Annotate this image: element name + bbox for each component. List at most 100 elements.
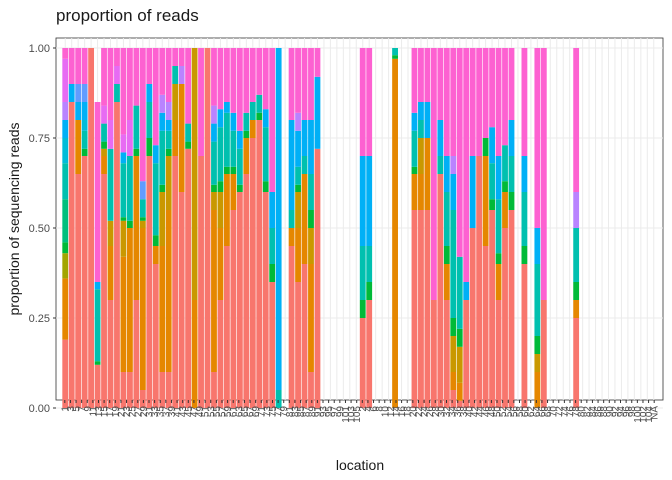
x-tick-label: 36 xyxy=(453,406,464,418)
bar-segment xyxy=(81,156,88,408)
bar-segment xyxy=(443,264,450,300)
bar-segment xyxy=(573,228,580,282)
x-axis-ticks: 1357911131517192123252729313335373941434… xyxy=(60,400,661,423)
bar-segment xyxy=(443,156,450,192)
bar-segment xyxy=(172,120,179,156)
x-tick-label: 69 xyxy=(251,406,262,418)
bar-segment xyxy=(424,48,431,102)
bar-segment xyxy=(450,210,457,318)
bar-43 xyxy=(243,48,250,408)
bar-segment xyxy=(191,300,198,408)
bar-segment xyxy=(62,120,69,138)
x-tick-label: 99 xyxy=(335,406,346,418)
x-tick-label: 18 xyxy=(403,406,414,418)
bar-segment xyxy=(456,346,463,383)
bar-segment xyxy=(75,48,82,84)
bar-segment xyxy=(75,120,82,174)
x-tick-label: 66 xyxy=(537,406,548,418)
x-tick-label: 83 xyxy=(290,406,301,418)
bar-segment xyxy=(308,228,314,264)
bar-segment xyxy=(120,163,127,218)
bar-76 xyxy=(456,48,463,408)
x-axis-title: location xyxy=(336,457,384,473)
bar-segment xyxy=(236,48,243,131)
bar-segment xyxy=(224,48,230,102)
bar-segment xyxy=(489,127,495,164)
bar-segment xyxy=(185,48,192,124)
bar-segment xyxy=(133,156,140,300)
bar-segment xyxy=(392,58,398,409)
bar-segment xyxy=(456,328,463,347)
bar-segment xyxy=(236,184,243,192)
bar-segment xyxy=(540,48,547,300)
bar-segment xyxy=(101,105,107,124)
bar-segment xyxy=(107,246,114,300)
bar-segment xyxy=(489,199,495,210)
bar-segment xyxy=(146,138,153,156)
bar-segment xyxy=(295,282,301,408)
x-tick-label: 32 xyxy=(442,406,453,418)
x-tick-label: 102 xyxy=(638,406,649,423)
bar-segment xyxy=(521,246,528,264)
x-tick-label: 92 xyxy=(610,406,621,418)
bar-segment xyxy=(139,217,146,221)
bar-segment xyxy=(508,210,515,408)
bar-segment xyxy=(243,112,250,131)
bar-segment xyxy=(165,210,172,372)
bar-segment xyxy=(224,102,230,113)
bar-segment xyxy=(101,48,107,106)
x-tick-label: 71 xyxy=(257,406,268,418)
bar-segment xyxy=(262,181,269,192)
bar-73 xyxy=(437,48,444,408)
bar-segment xyxy=(269,264,276,282)
bar-segment xyxy=(456,382,463,401)
bar-segment xyxy=(288,210,295,228)
bar-39 xyxy=(217,48,224,408)
bar-segment xyxy=(114,48,120,66)
x-tick-label: 57 xyxy=(217,406,228,418)
bar-77 xyxy=(463,48,470,408)
bar-23 xyxy=(126,48,133,408)
x-tick-label: 27 xyxy=(133,406,144,418)
bar-31 xyxy=(165,48,172,408)
x-tick-label: 14 xyxy=(391,406,402,418)
bar-segment xyxy=(165,130,172,149)
x-tick-label: 5 xyxy=(72,406,83,412)
bar-segment xyxy=(152,163,159,236)
bar-segment xyxy=(437,120,444,156)
bar-segment xyxy=(443,300,450,408)
x-tick-label: 24 xyxy=(420,406,431,418)
bar-segment xyxy=(502,145,508,182)
bar-segment xyxy=(249,138,256,408)
x-tick-label: 54 xyxy=(504,406,515,418)
bar-segment xyxy=(120,217,127,221)
x-tick-label: 96 xyxy=(622,406,633,418)
bar-segment xyxy=(94,102,101,282)
bar-segment xyxy=(411,166,418,174)
bar-segment xyxy=(359,318,366,408)
bar-segment xyxy=(262,48,269,110)
x-tick-label: 33 xyxy=(150,406,161,418)
bar-segment xyxy=(502,181,508,192)
bar-30 xyxy=(159,48,166,408)
y-tick-label: 0.75 xyxy=(29,133,50,145)
bar-segment xyxy=(62,58,69,102)
x-tick-label: 58 xyxy=(515,406,526,418)
bar-segment xyxy=(295,184,301,192)
bar-segment xyxy=(521,156,528,192)
x-tick-label: 19 xyxy=(111,406,122,418)
bar-segment xyxy=(521,48,528,156)
x-tick-label: 77 xyxy=(274,406,285,418)
bar-segment xyxy=(230,174,237,210)
bar-segment xyxy=(230,112,237,131)
x-tick-label: 72 xyxy=(554,406,565,418)
x-tick-label: 68 xyxy=(543,406,554,418)
bar-segment xyxy=(249,48,256,102)
bar-segment xyxy=(573,48,580,192)
x-tick-label: 50 xyxy=(493,406,504,418)
bar-segment xyxy=(159,184,166,192)
bar-segment xyxy=(211,123,217,142)
x-tick-label: 53 xyxy=(206,406,217,418)
bar-34 xyxy=(185,48,192,409)
x-tick-label: 42 xyxy=(470,406,481,418)
